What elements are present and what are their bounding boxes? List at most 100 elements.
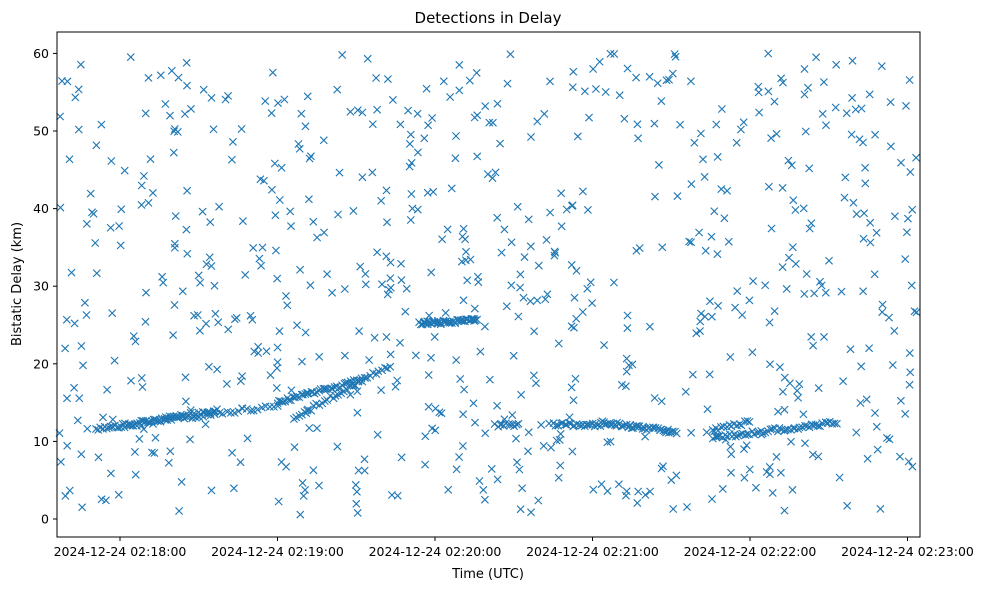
- track-point: [253, 405, 262, 414]
- chart-title: Detections in Delay: [415, 9, 562, 27]
- detection-point: [687, 428, 696, 437]
- detection-point: [707, 232, 716, 241]
- plot-area: [55, 31, 921, 538]
- detection-point: [727, 468, 735, 477]
- detection-point: [633, 499, 642, 507]
- detection-point: [393, 376, 402, 385]
- x-tick-label: 2024-12-24 02:23:00: [841, 544, 974, 559]
- detection-point: [323, 270, 332, 279]
- detection-point: [424, 371, 433, 379]
- detection-point: [170, 301, 179, 309]
- detection-point: [452, 465, 461, 474]
- detection-point: [383, 75, 392, 84]
- detection-point: [466, 255, 475, 264]
- detection-point: [799, 204, 808, 213]
- detection-point: [705, 370, 714, 379]
- detection-point: [870, 270, 879, 279]
- detection-point: [621, 382, 630, 391]
- detection-point: [668, 69, 677, 78]
- track-point: [813, 421, 822, 430]
- detection-point: [444, 485, 453, 494]
- detection-point: [469, 399, 478, 408]
- detection-point: [286, 207, 295, 216]
- track-point: [133, 419, 142, 428]
- detection-point: [455, 453, 464, 461]
- detection-point: [571, 374, 580, 383]
- detection-point: [569, 323, 578, 332]
- detection-point: [237, 125, 246, 133]
- detection-point: [63, 441, 72, 450]
- detection-point: [580, 87, 589, 96]
- detection-point: [71, 93, 80, 102]
- track-point: [795, 423, 804, 432]
- track-point: [651, 423, 660, 432]
- detection-point: [516, 283, 525, 292]
- detection-point: [805, 164, 814, 173]
- detection-point: [901, 255, 910, 264]
- detection-point: [708, 495, 716, 503]
- detection-point: [421, 432, 430, 441]
- detection-point: [866, 218, 875, 227]
- detection-point: [70, 319, 79, 328]
- track-point: [215, 408, 224, 417]
- track-point: [656, 425, 665, 434]
- detection-point: [422, 84, 431, 93]
- detection-point: [701, 246, 710, 255]
- detection-point: [805, 224, 814, 233]
- track-point: [735, 420, 744, 429]
- detection-point: [502, 302, 511, 311]
- detection-point: [353, 408, 362, 417]
- detection-point: [214, 318, 223, 327]
- detection-point: [772, 129, 781, 138]
- detection-point: [676, 120, 685, 129]
- detection-point: [202, 260, 211, 269]
- detection-point: [299, 491, 308, 500]
- detection-point: [241, 270, 250, 279]
- detection-point: [699, 155, 707, 164]
- detection-point: [447, 184, 456, 193]
- detection-point: [568, 447, 577, 456]
- detection-point: [641, 490, 650, 499]
- detection-point: [238, 217, 247, 226]
- detection-point: [726, 353, 735, 361]
- detection-point: [606, 437, 615, 446]
- track-point: [758, 429, 767, 438]
- detection-point: [857, 362, 866, 371]
- detection-point: [733, 287, 742, 296]
- detection-point: [723, 186, 732, 195]
- detection-point: [170, 127, 179, 136]
- detection-point: [182, 58, 191, 67]
- detection-point: [420, 134, 429, 143]
- detection-point: [526, 297, 535, 306]
- detection-point: [518, 484, 527, 493]
- detection-point: [354, 466, 363, 475]
- detection-point: [740, 445, 748, 454]
- detection-point: [377, 196, 386, 205]
- track-point: [514, 419, 523, 428]
- detection-point: [353, 106, 362, 115]
- detection-point: [897, 158, 905, 167]
- detection-point: [108, 415, 117, 424]
- detection-point: [273, 358, 282, 367]
- detection-point: [653, 79, 662, 88]
- detection-point: [788, 485, 797, 494]
- detection-point: [859, 287, 868, 296]
- detection-point: [61, 491, 70, 500]
- detection-point: [273, 274, 282, 283]
- detection-point: [885, 313, 893, 322]
- detection-point: [650, 394, 659, 402]
- detection-point: [623, 324, 632, 333]
- detection-point: [158, 272, 167, 281]
- track-point: [328, 384, 337, 393]
- detection-point: [865, 90, 874, 99]
- detection-point: [353, 508, 362, 517]
- track-point: [801, 421, 810, 430]
- detection-point: [282, 292, 290, 300]
- detection-point: [306, 152, 315, 161]
- detection-point: [861, 163, 870, 172]
- detection-point: [272, 384, 281, 392]
- detection-point: [657, 397, 666, 406]
- detection-point: [515, 465, 524, 474]
- detection-point: [885, 435, 894, 444]
- detection-point: [275, 327, 284, 336]
